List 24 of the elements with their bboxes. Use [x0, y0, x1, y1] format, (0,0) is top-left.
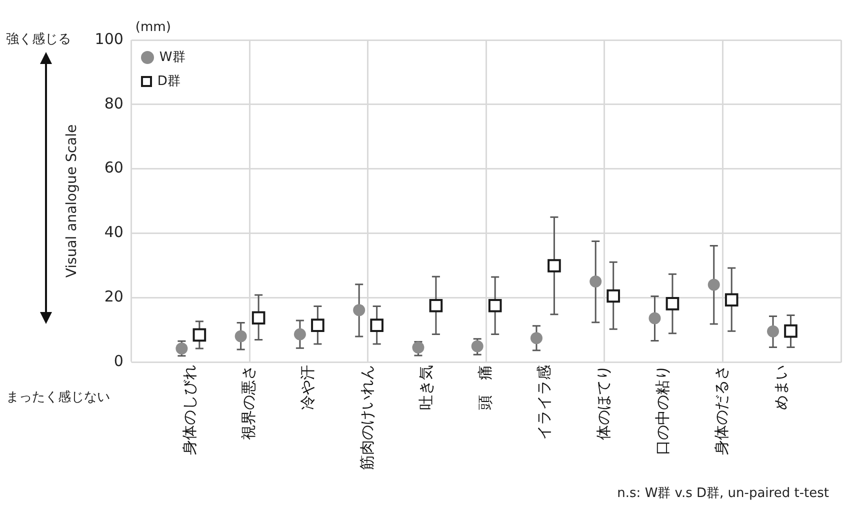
x-tick-label: イライラ感	[535, 365, 554, 440]
x-tick-label: 視界の悪さ	[240, 365, 258, 440]
y-tick-label: 20	[104, 287, 124, 306]
x-tick-label: 頭 痛	[476, 365, 494, 410]
y-axis-title: Visual analogue Scale	[64, 124, 80, 278]
x-tick-label: 口の中の粘り	[654, 365, 672, 455]
x-tick-label: 筋肉のけいれん	[358, 365, 376, 470]
y-tick-label: 100	[94, 30, 124, 48]
x-tick-label: めまい	[772, 365, 790, 410]
x-tick-label: 身体のだるさ	[712, 365, 731, 455]
y-tick-label: 40	[104, 223, 124, 242]
legend-label: W群	[159, 49, 186, 66]
text: まったく感じない	[6, 389, 110, 406]
y-tick-label: 80	[104, 94, 124, 112]
x-tick-label: 冷や汗	[298, 365, 317, 410]
text: (mm)	[135, 20, 171, 35]
legend-label: D群	[157, 73, 180, 90]
y-tick-label: 60	[104, 158, 124, 177]
x-tick-label: 身体のしびれ	[180, 365, 198, 455]
x-tick-label: 体のほてり	[594, 365, 612, 440]
y-tick-label: 0	[114, 352, 124, 370]
text: n.s: W群 v.s D群, un-paired t-test	[617, 485, 829, 502]
text: 強く感じる	[6, 31, 71, 48]
x-tick-label: 吐き気	[416, 365, 435, 410]
